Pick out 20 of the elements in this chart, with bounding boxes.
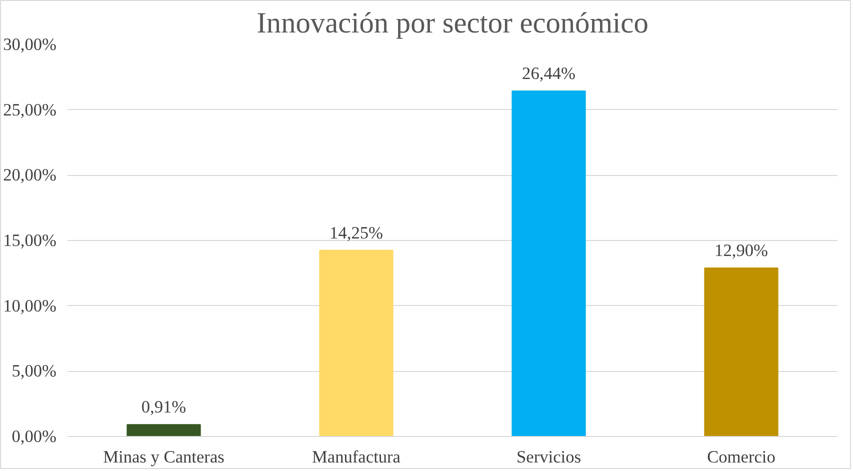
data-label: 0,91% [141,398,186,417]
data-label: 12,90% [714,240,768,260]
data-label: 14,25% [330,223,383,242]
bar [126,424,201,436]
y-tick-label: 5,00% [12,362,57,381]
y-tick-label: 30,00% [3,35,57,54]
x-tick-label: Comercio [707,448,776,466]
x-tick-label: Minas y Canteras [103,448,225,466]
bar [319,250,394,436]
y-tick-label: 25,00% [3,100,57,120]
y-tick-label: 20,00% [3,166,57,185]
chart-title: Innovación por sector económico [256,8,648,40]
x-tick-label: Manufactura [312,448,401,466]
bar [704,267,778,436]
bar [512,90,586,436]
y-tick-label: 15,00% [3,231,57,250]
y-tick-label: 10,00% [3,296,57,316]
y-tick-label: 0,00% [12,427,57,446]
data-label: 26,44% [522,64,576,84]
x-tick-label: Servicios [516,448,582,466]
